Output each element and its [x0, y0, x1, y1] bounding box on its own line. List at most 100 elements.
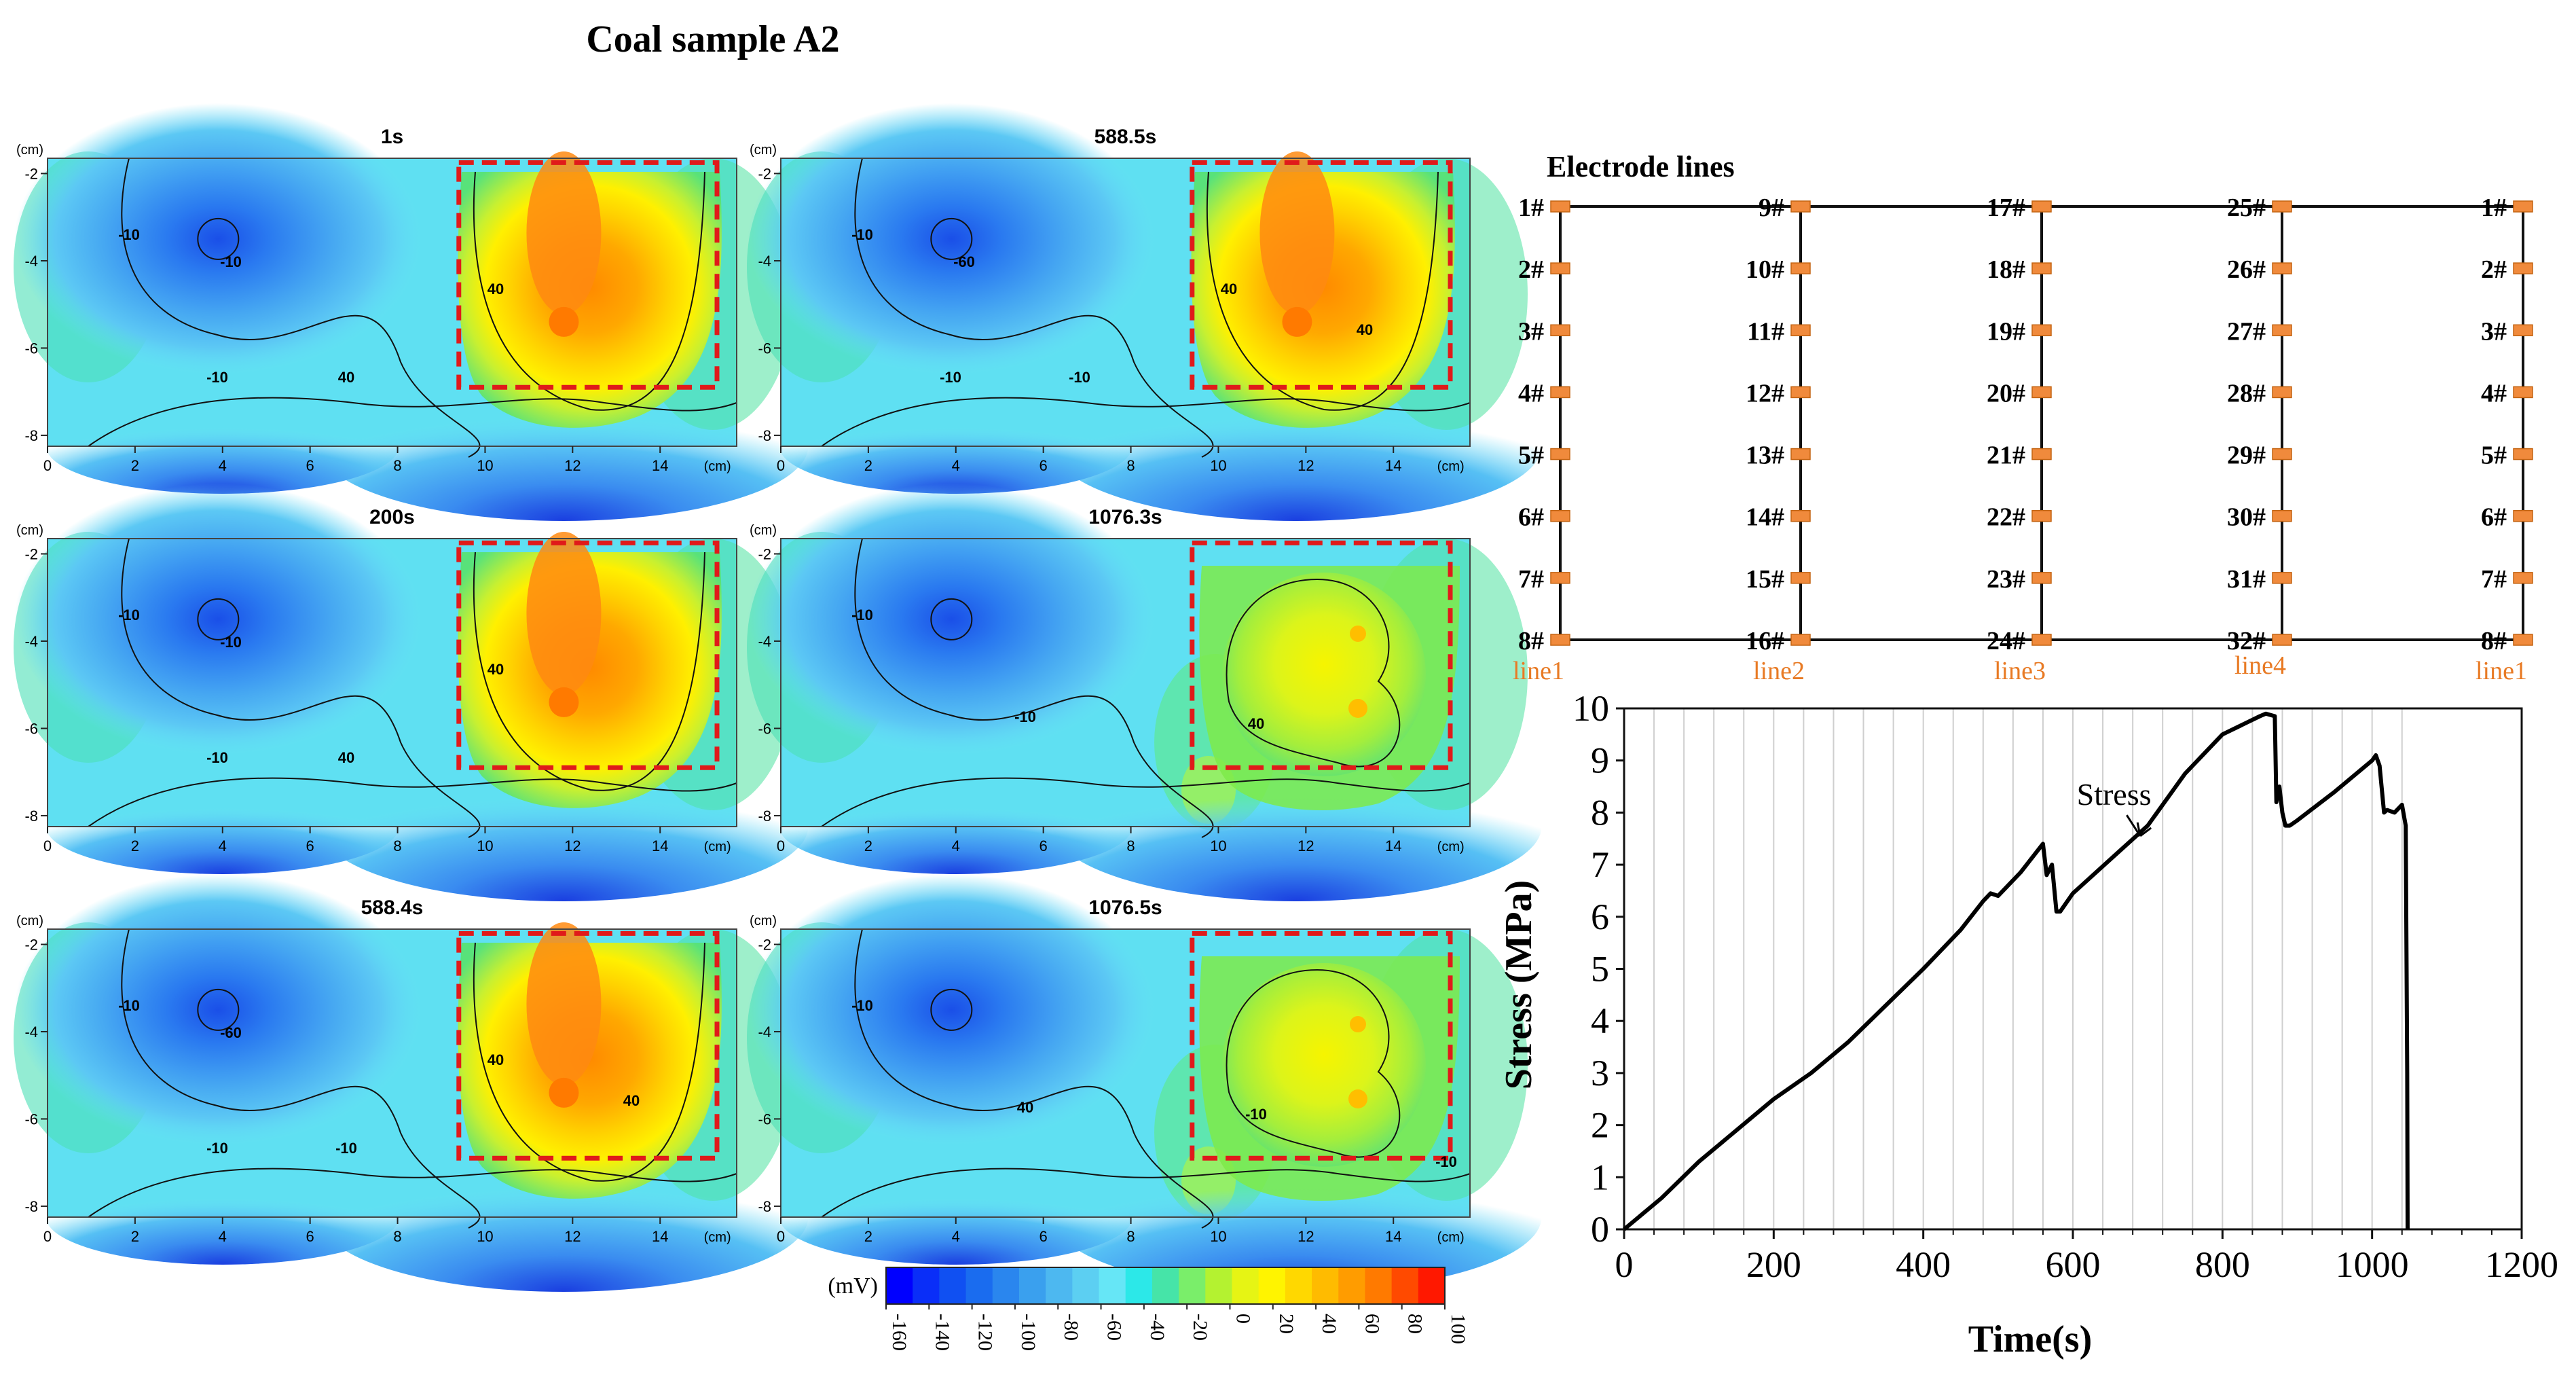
x-tick-label: 6: [306, 837, 314, 854]
electrode-label: 18#: [1987, 255, 2025, 284]
colorbar-swatch: [1205, 1267, 1232, 1304]
x-tick-label: 8: [393, 837, 401, 854]
x-unit-label: (cm): [704, 459, 731, 474]
electrode-label: 28#: [2227, 379, 2266, 408]
electrode-marker: [1550, 448, 1570, 460]
stress-x-tick-label: 600: [2046, 1244, 2101, 1285]
electrode-label: 8#: [1518, 627, 1544, 655]
electrode-marker: [2031, 200, 2052, 213]
electrode-label: 5#: [1518, 441, 1544, 470]
stress-x-tick-label: 1200: [2485, 1244, 2558, 1285]
electrode-label: 12#: [1746, 379, 1784, 408]
contour-line: [930, 598, 973, 640]
contour-label: -10: [335, 1140, 357, 1157]
x-tick-label: 14: [1385, 837, 1401, 854]
electrode-marker: [1790, 386, 1811, 399]
electrode-marker: [2031, 634, 2052, 646]
contour-line: [930, 217, 973, 260]
electrode-label: 15#: [1746, 565, 1784, 594]
panel-time-label: 1s: [381, 126, 403, 148]
electrode-marker: [2031, 448, 2052, 460]
y-tick-label: -6: [24, 340, 38, 357]
x-tick-label: 0: [777, 1228, 785, 1245]
high-potential-core: [1348, 699, 1367, 718]
stress-annotation: Stress: [2077, 777, 2152, 812]
y-tick-label: -6: [24, 1110, 38, 1127]
electrode-marker: [2513, 572, 2533, 584]
electrode-label: 19#: [1987, 317, 2025, 346]
contour-line: [1226, 578, 1401, 767]
stress-chart: Time(s) Stress (MPa) 0 200 400 600 800 1000 12…: [1498, 688, 2558, 1360]
electrode-marker: [1790, 509, 1811, 522]
panel-time-label: 1076.3s: [1088, 506, 1162, 528]
contour-line: [1206, 171, 1439, 411]
contour-label: -60: [953, 253, 975, 270]
stress-y-tick-label: 6: [1591, 897, 1609, 937]
stress-x-tick-label: 0: [1615, 1244, 1634, 1285]
electrode-label: 3#: [1518, 317, 1544, 346]
x-tick-label: 6: [1039, 457, 1048, 474]
x-tick-label: 8: [1126, 1228, 1135, 1245]
high-potential-core: [526, 922, 602, 1085]
line-label: line2: [1753, 657, 1805, 685]
contour-label: -10: [118, 226, 140, 243]
x-tick-label: 8: [393, 1228, 401, 1245]
contour-label: 40: [1221, 281, 1237, 297]
electrode-label: 16#: [1746, 627, 1784, 655]
contour-label: 40: [1357, 321, 1373, 338]
electrode-label: 30#: [2227, 503, 2266, 532]
contour-line: [930, 988, 973, 1031]
x-tick-label: 10: [477, 837, 493, 854]
electrode-label: 10#: [1746, 255, 1784, 284]
colorbar-swatch: [1365, 1267, 1393, 1304]
high-potential-core: [549, 1077, 579, 1108]
electrode-marker: [2272, 448, 2292, 460]
colorbar-tick-label: -160: [888, 1314, 910, 1351]
panel-time-label: 588.4s: [361, 897, 424, 919]
high-potential-core: [526, 532, 602, 695]
colorbar-tick-label: -100: [1017, 1314, 1039, 1351]
electrode-label: 32#: [2227, 627, 2266, 655]
y-unit-label: (cm): [16, 143, 43, 158]
colorbar-swatch: [886, 1267, 913, 1304]
electrode-marker: [1790, 634, 1811, 646]
colorbar: (mV) -160 -140 -120 -100 -80 -60 -40 -20 0 20 40 60 8…: [828, 1267, 1469, 1351]
electrode-marker: [2031, 509, 2052, 522]
contour-line: [821, 777, 1471, 827]
electrode-label: 14#: [1746, 503, 1784, 532]
x-tick-label: 2: [131, 1228, 139, 1245]
electrode-label: 2#: [1518, 255, 1544, 284]
stress-x-tick-label: 400: [1896, 1244, 1951, 1285]
high-potential-core: [526, 151, 602, 314]
x-tick-label: 10: [1210, 837, 1226, 854]
panel-time-label: 1076.5s: [1088, 897, 1162, 919]
contour-panel: 588.5s -10 -60 -10 -10 40 40 0 2 4 6 8 10 12 14 (cm) -2 -…: [747, 103, 1542, 521]
colorbar-swatch: [1312, 1267, 1339, 1304]
y-tick-label: -8: [24, 1198, 38, 1215]
electrode-marker: [2031, 386, 2052, 399]
contour-panel: 200s -10 -10 -10 40 40 0 2 4 6 8 10 12 14 (cm) -2 -4 -6 -8…: [14, 483, 809, 901]
electrode-label: 6#: [2481, 503, 2507, 532]
electrode-marker: [2513, 262, 2533, 274]
electrode-marker: [2513, 200, 2533, 213]
colorbar-swatch: [1072, 1267, 1100, 1304]
x-tick-label: 4: [952, 1228, 960, 1245]
stress-series-line: [1623, 711, 2410, 1231]
contour-label: -10: [851, 226, 873, 243]
y-tick-label: -2: [24, 165, 38, 182]
electrode-label: 21#: [1987, 441, 2025, 470]
stress-y-tick-label: 9: [1591, 740, 1609, 781]
colorbar-tick-label: -40: [1146, 1314, 1169, 1341]
electrode-marker: [1790, 572, 1811, 584]
x-tick-label: 14: [652, 457, 668, 474]
stress-y-tick-label: 1: [1591, 1157, 1609, 1197]
contour-label: 40: [338, 369, 354, 386]
contour-line: [197, 217, 240, 260]
y-tick-label: -6: [758, 720, 771, 737]
x-tick-label: 0: [777, 837, 785, 854]
y-tick-label: -4: [758, 633, 771, 650]
x-tick-label: 12: [564, 1228, 581, 1245]
high-potential-core: [1348, 1089, 1367, 1108]
electrode-diagram: Electrode lines 1#2#3#4#5#6#7#8#line19#1…: [1513, 150, 2533, 685]
contour-label: -10: [118, 997, 140, 1014]
